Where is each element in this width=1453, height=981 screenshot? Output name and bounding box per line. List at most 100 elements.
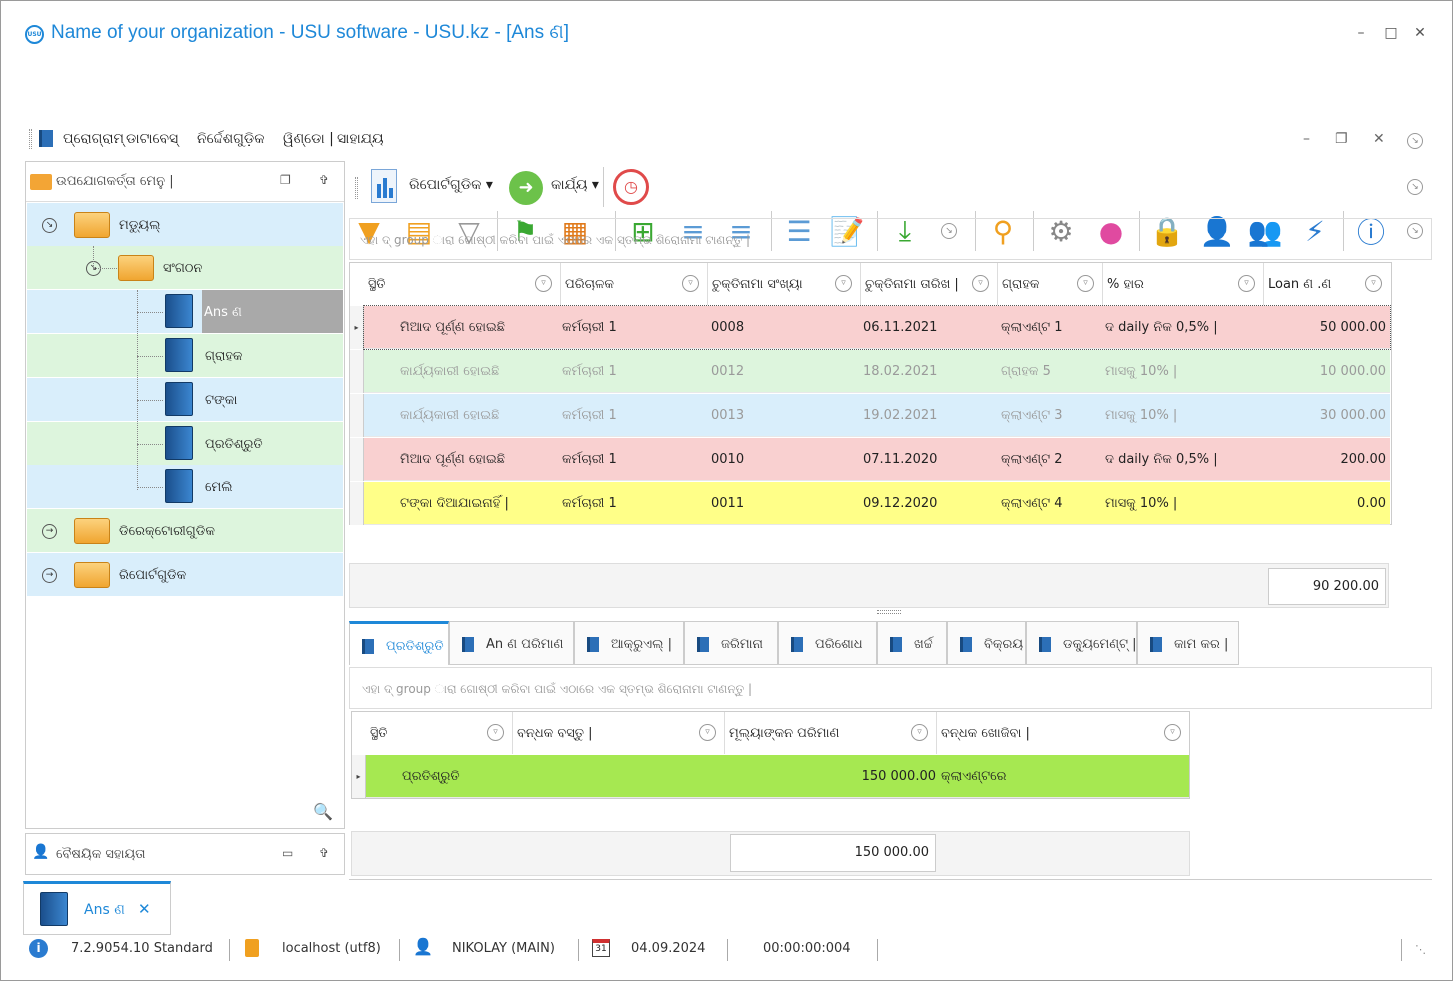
expand-icon[interactable]: → [42, 524, 57, 539]
tree-node-loans[interactable]: Ans ଣ [27, 290, 343, 333]
tree-node-modules[interactable]: ↘ ମଡ୍ୟୁଲ୍ [27, 203, 343, 246]
filter-icon[interactable]: ▿ [972, 275, 989, 292]
filter-clear-icon[interactable]: ▽ [458, 214, 480, 248]
collapse-icon[interactable]: ↘ [42, 218, 57, 233]
toolbar-overflow-icon[interactable]: ↘ [941, 223, 957, 239]
content-toolbar-overflow-icon[interactable]: ↘ [1407, 179, 1423, 195]
sub-col-header-valuation[interactable]: ମୂଲ୍ୟାଙ୍କନ ପରିମାଣ ▿ [725, 712, 937, 754]
tab-loan-amount[interactable]: An ଣ ପରିମାଣ [449, 621, 574, 665]
download-icon[interactable]: ⤓ [898, 214, 912, 247]
maximize-button[interactable]: □ [1384, 25, 1398, 41]
flag-icon[interactable]: ⚑ [512, 214, 538, 248]
tree-node-money[interactable]: ଟଙ୍କା [27, 378, 343, 421]
filter-icon[interactable]: ▿ [699, 724, 716, 741]
tab-sales[interactable]: ବିକ୍ରୟ [947, 621, 1026, 665]
plugin-icon[interactable]: ⚡ [1305, 214, 1325, 248]
mdi-restore-button[interactable]: ❐ [1335, 131, 1348, 147]
sub-col-header-location[interactable]: ବନ୍ଧକ ଖୋଜିବା | ▿ [937, 712, 1189, 754]
open-document-tab[interactable]: Ans ଣ ✕ [23, 881, 171, 935]
panel-pin-icon[interactable]: ✞ [319, 846, 330, 860]
tree-node-reports[interactable]: → ରିପୋର୍ଟଗୁଡିକ [27, 553, 343, 596]
table-row[interactable]: କାର୍ଯ୍ୟକାରୀ ହୋଇଛି କର୍ମଚାରୀ 1 0012 18.02.202… [364, 350, 1390, 393]
add-group-icon[interactable]: ⊞ [631, 214, 655, 248]
toolbar-overflow-icon-2[interactable]: ↘ [1407, 223, 1423, 239]
row-indicator[interactable] [350, 438, 364, 481]
panel-search-icon[interactable]: 🔍 [313, 802, 333, 821]
row-indicator[interactable] [350, 482, 364, 525]
menu-help[interactable]: ସାହାଯ୍ୟ [337, 131, 384, 147]
color-wheel-icon[interactable]: ● [1098, 214, 1124, 248]
timer-clock-icon[interactable]: ◷ [613, 169, 649, 205]
row-indicator[interactable] [350, 394, 364, 437]
table-row[interactable]: ପ୍ରତିଶ୍ରୁତି 150 000.00 କ୍ଲାଏଣ୍ଟରେ [366, 755, 1189, 798]
reports-dropdown[interactable]: ରିପୋର୍ଟଗୁଡିକ ▾ [409, 177, 493, 193]
mdi-close-button[interactable]: ✕ [1373, 131, 1385, 147]
content-toolbar-grip[interactable] [355, 177, 358, 199]
settings-gear-icon[interactable]: ⚙ [1048, 214, 1074, 248]
image-icon[interactable]: ▦ [561, 214, 589, 248]
menu-commands[interactable]: ନିର୍ଦ୍ଦେଶଗୁଡ଼ିକ [197, 131, 265, 147]
row-indicator[interactable]: ▸ [352, 755, 366, 798]
minimize-button[interactable]: – [1357, 25, 1365, 41]
col-header-rate[interactable]: % ହାର ▿ [1103, 263, 1264, 305]
panel-pin-icon[interactable]: ✞ [319, 173, 330, 187]
close-button[interactable]: ✕ [1414, 25, 1426, 41]
row-indicator[interactable] [350, 350, 364, 393]
filter-icon[interactable]: ▿ [682, 275, 699, 292]
mdi-minimize-button[interactable]: – [1303, 131, 1310, 147]
splitter-handle[interactable] [877, 610, 901, 614]
table-row[interactable]: କାର୍ଯ୍ୟକାରୀ ହୋଇଛି କର୍ମଚାରୀ 1 0013 19.02.202… [364, 394, 1390, 437]
filter-edit-icon[interactable]: ▤ [405, 214, 433, 248]
col-header-manager[interactable]: ପରିଚାଳକ ▿ [561, 263, 708, 305]
group-by-panel[interactable]: ଏହା ଦ୍ group ାରା ଗୋଷ୍ଠୀ କରିବା ପାଇଁ ଏଠାରେ… [349, 218, 1432, 260]
menu-program[interactable]: ପ୍ରୋଗ୍ରାମ୍ [63, 131, 124, 147]
tree-node-directories[interactable]: → ଡିରେକ୍ଟୋରୀଗୁଡିକ [27, 509, 343, 552]
filter-icon[interactable]: ▿ [487, 724, 504, 741]
lock-icon[interactable]: 🔒 [1149, 214, 1185, 248]
table-row[interactable]: ମିଆଦ ପୂର୍ଣ୍ଣ ହୋଇଛି କର୍ମଚାରୀ 1 0008 06.11.20… [363, 305, 1391, 350]
table-row[interactable]: ମିଆଦ ପୂର୍ଣ୍ଣ ହୋଇଛି କର୍ମଚାରୀ 1 0010 07.11.20… [364, 438, 1390, 481]
tree-node-pledges[interactable]: ପ୍ରତିଶ୍ରୁତି [27, 422, 343, 465]
tab-accruals[interactable]: ଆକ୍ରୁଏଲ୍ | [574, 621, 684, 665]
filter-icon[interactable]: ▿ [535, 275, 552, 292]
expand-tree-icon[interactable]: ≡ [681, 214, 705, 248]
tree-node-organization[interactable]: ↘ ସଂଗଠନ [27, 246, 343, 289]
panel-minimize-icon[interactable]: ▭ [282, 846, 294, 860]
tab-repayment[interactable]: ପରିଶୋଧ [778, 621, 877, 665]
filter-icon[interactable]: ▿ [1164, 724, 1181, 741]
sub-group-by-panel[interactable]: ଏହା ଦ୍ group ାରା ଗୋଷ୍ଠୀ କରିବା ପାଇଁ ଏଠାରେ… [349, 667, 1432, 709]
tab-fines[interactable]: ଜରିମାନା [684, 621, 778, 665]
tab-pledges[interactable]: ପ୍ରତିଶ୍ରୁତି [349, 621, 449, 665]
resize-grip-icon[interactable]: ⋱ [1415, 943, 1426, 956]
col-header-contract-number[interactable]: ଚୁକ୍ତିନାମା ସଂଖ୍ୟା ▿ [708, 263, 861, 305]
col-header-client[interactable]: ଗ୍ରାହକ ▿ [998, 263, 1103, 305]
close-tab-icon[interactable]: ✕ [138, 900, 151, 918]
filter-icon[interactable]: ▿ [1077, 275, 1094, 292]
filter-icon[interactable]: ▼ [358, 214, 380, 248]
notes-icon[interactable]: 📝 [829, 214, 865, 248]
tab-work[interactable]: କାମ କର | [1137, 621, 1239, 665]
sub-col-header-item[interactable]: ବନ୍ଧକ ବସ୍ତୁ | ▿ [513, 712, 725, 754]
tab-documents[interactable]: ଡକ୍ୟୁମେଣ୍ଟ୍ | [1026, 621, 1137, 665]
filter-icon[interactable]: ▿ [835, 275, 852, 292]
tree-node-clients[interactable]: ଗ୍ରାହକ [27, 334, 343, 377]
user-role-icon[interactable]: 👤 [1199, 214, 1235, 248]
row-indicator[interactable]: ▸ [350, 306, 364, 349]
info-icon[interactable]: ⓘ [1356, 216, 1385, 249]
panel-float-icon[interactable]: ❐ [280, 173, 291, 187]
table-row[interactable]: ଟଙ୍କା ଦିଆଯାଇନାହିଁ | କର୍ମଚାରୀ 1 0011 09.12.2… [364, 482, 1390, 525]
menu-expand-icon[interactable]: ↘ [1407, 133, 1423, 149]
sub-col-header-status[interactable]: ସ୍ଥିତି ▿ [366, 712, 513, 754]
tree-node-mail[interactable]: ମେଲି [27, 465, 343, 508]
tab-expenses[interactable]: ଖର୍ଚ୍ଚ [877, 621, 947, 665]
filter-icon[interactable]: ▿ [1238, 275, 1255, 292]
col-header-contract-date[interactable]: ଚୁକ୍ତିନାମା ତାରିଖ | ▿ [861, 263, 998, 305]
col-header-status[interactable]: ସ୍ଥିତି ▿ [364, 263, 561, 305]
expand-icon[interactable]: → [42, 568, 57, 583]
collapse-tree-icon[interactable]: ≡ [729, 214, 753, 248]
menu-window[interactable]: ୱିଣ୍ଡୋ | [283, 131, 334, 147]
filter-icon[interactable]: ▿ [1365, 275, 1382, 292]
users-group-icon[interactable]: 👥 [1247, 214, 1283, 248]
menu-database[interactable]: ଡାଟାବେସ୍ [126, 131, 179, 147]
menu-grip[interactable] [29, 129, 32, 149]
